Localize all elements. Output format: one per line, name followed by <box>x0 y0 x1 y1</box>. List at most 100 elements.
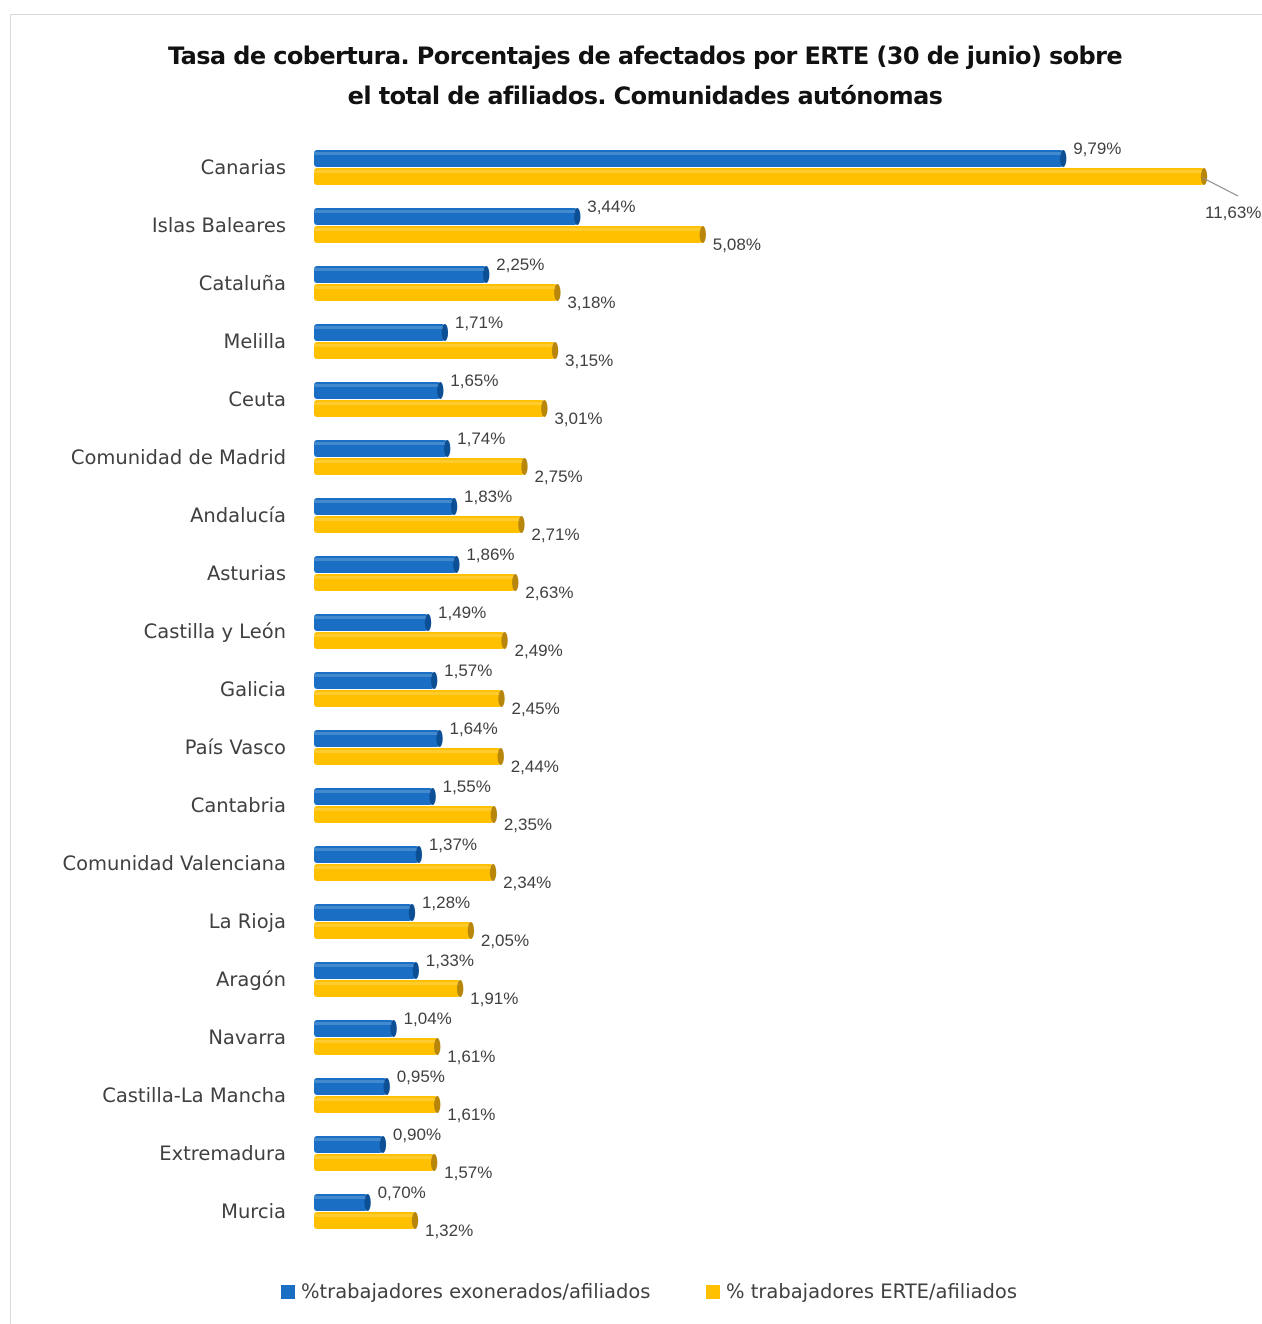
legend-swatch-exonerados <box>281 1284 295 1299</box>
data-label: 2,44% <box>511 757 559 776</box>
data-label: 2,75% <box>534 467 582 486</box>
data-label: 2,71% <box>531 525 579 544</box>
bar-highlight <box>314 634 503 637</box>
bar-erte <box>314 690 502 707</box>
bar-exonerados <box>314 1136 383 1153</box>
data-label: 1,86% <box>466 545 514 564</box>
bar-end-cap <box>412 962 419 979</box>
bar-end-cap <box>518 516 525 533</box>
chart-title: Tasa de cobertura. Porcentajes de afecta… <box>0 36 1262 116</box>
bar-end-cap <box>512 574 519 591</box>
bar-highlight <box>314 790 431 793</box>
legend-item-erte: % trabajadores ERTE/afiliados <box>706 1280 1017 1303</box>
data-label: 1,37% <box>429 835 477 854</box>
bar-exonerados <box>314 208 578 225</box>
chart-title-line-1: Tasa de cobertura. Porcentajes de afecta… <box>167 42 1123 70</box>
bar-erte <box>314 284 558 301</box>
bar-highlight <box>314 268 485 271</box>
bar-erte <box>314 516 522 533</box>
legend-swatch-erte <box>706 1284 720 1299</box>
bar-end-cap <box>430 1154 438 1171</box>
bar-erte <box>314 168 1204 185</box>
legend-label-erte: % trabajadores ERTE/afiliados <box>726 1280 1018 1303</box>
bar-erte <box>314 1096 438 1113</box>
bar-exonerados <box>314 498 455 515</box>
bar-end-cap <box>429 788 436 805</box>
category-label: País Vasco <box>185 736 286 759</box>
category-label: La Rioja <box>209 910 286 933</box>
bar-highlight <box>314 152 1062 155</box>
bar-end-cap <box>1059 150 1067 167</box>
bar-end-cap <box>443 440 451 457</box>
data-label: 1,32% <box>425 1221 473 1240</box>
data-label: 2,63% <box>525 583 573 602</box>
bar-highlight <box>314 1080 385 1083</box>
bar-erte <box>314 458 525 475</box>
bar-highlight <box>314 982 459 985</box>
data-label: 1,57% <box>444 1163 492 1182</box>
bar-end-cap <box>467 922 475 939</box>
bar-end-cap <box>541 400 548 417</box>
bar-end-cap <box>390 1020 397 1037</box>
category-label: Cantabria <box>191 794 286 817</box>
data-label: 5,08% <box>713 235 761 254</box>
data-label: 1,91% <box>470 989 518 1008</box>
bar-highlight <box>314 848 417 851</box>
bar-exonerados <box>314 730 440 747</box>
legend-label-exonerados: %trabajadores exonerados/afiliados <box>301 1280 651 1303</box>
bar-chart: Canarias 9,79% 11,63% Islas Baleares 3,44% 5,… <box>62 139 1261 1240</box>
data-label: 0,70% <box>378 1183 426 1202</box>
bar-end-cap <box>574 208 581 225</box>
leader-line <box>1202 177 1239 197</box>
category-label: Navarra <box>208 1026 286 1049</box>
data-label: 0,95% <box>397 1067 445 1086</box>
data-label: 1,55% <box>443 777 491 796</box>
bar-highlight <box>314 326 443 329</box>
bar-exonerados <box>314 1078 387 1095</box>
category-label: Castilla-La Mancha <box>102 1084 286 1107</box>
bar-exonerados <box>314 614 429 631</box>
bar-end-cap <box>498 690 505 707</box>
bar-erte <box>314 980 461 997</box>
bar-highlight <box>314 558 455 561</box>
data-label: 1,61% <box>447 1047 495 1066</box>
bar-highlight <box>314 210 576 213</box>
data-label: 1,57% <box>444 661 492 680</box>
bar-end-cap <box>408 904 416 921</box>
bar-erte <box>314 1212 416 1229</box>
bar-exonerados <box>314 1020 394 1037</box>
bar-exonerados <box>314 846 419 863</box>
bar-erte <box>314 400 545 417</box>
bar-end-cap <box>364 1194 371 1211</box>
bar-exonerados <box>314 1194 368 1211</box>
bar-end-cap <box>490 806 498 823</box>
data-label: 1,28% <box>422 893 470 912</box>
bar-end-cap <box>489 864 497 881</box>
bar-erte <box>314 1154 435 1171</box>
bar-end-cap <box>450 498 458 515</box>
bar-highlight <box>314 964 414 967</box>
bar-end-cap <box>424 614 432 631</box>
bar-highlight <box>314 750 499 753</box>
bar-highlight <box>314 1022 392 1025</box>
bar-exonerados <box>314 382 441 399</box>
category-label: Comunidad Valenciana <box>62 852 286 875</box>
bar-highlight <box>314 402 543 405</box>
bar-erte <box>314 632 505 649</box>
category-label: Melilla <box>224 330 286 353</box>
bar-end-cap <box>379 1136 387 1153</box>
bar-highlight <box>314 1040 436 1043</box>
data-label: 1,71% <box>455 313 503 332</box>
bar-end-cap <box>441 324 449 341</box>
data-label: 1,64% <box>450 719 498 738</box>
bar-highlight <box>314 460 523 463</box>
bar-highlight <box>314 384 439 387</box>
bar-exonerados <box>314 556 457 573</box>
data-label: 3,01% <box>554 409 602 428</box>
category-label: Comunidad de Madrid <box>71 446 286 469</box>
bar-highlight <box>314 228 701 231</box>
bar-exonerados <box>314 962 416 979</box>
category-label: Galicia <box>220 678 286 701</box>
category-label: Andalucía <box>190 504 286 527</box>
category-label: Ceuta <box>228 388 286 411</box>
